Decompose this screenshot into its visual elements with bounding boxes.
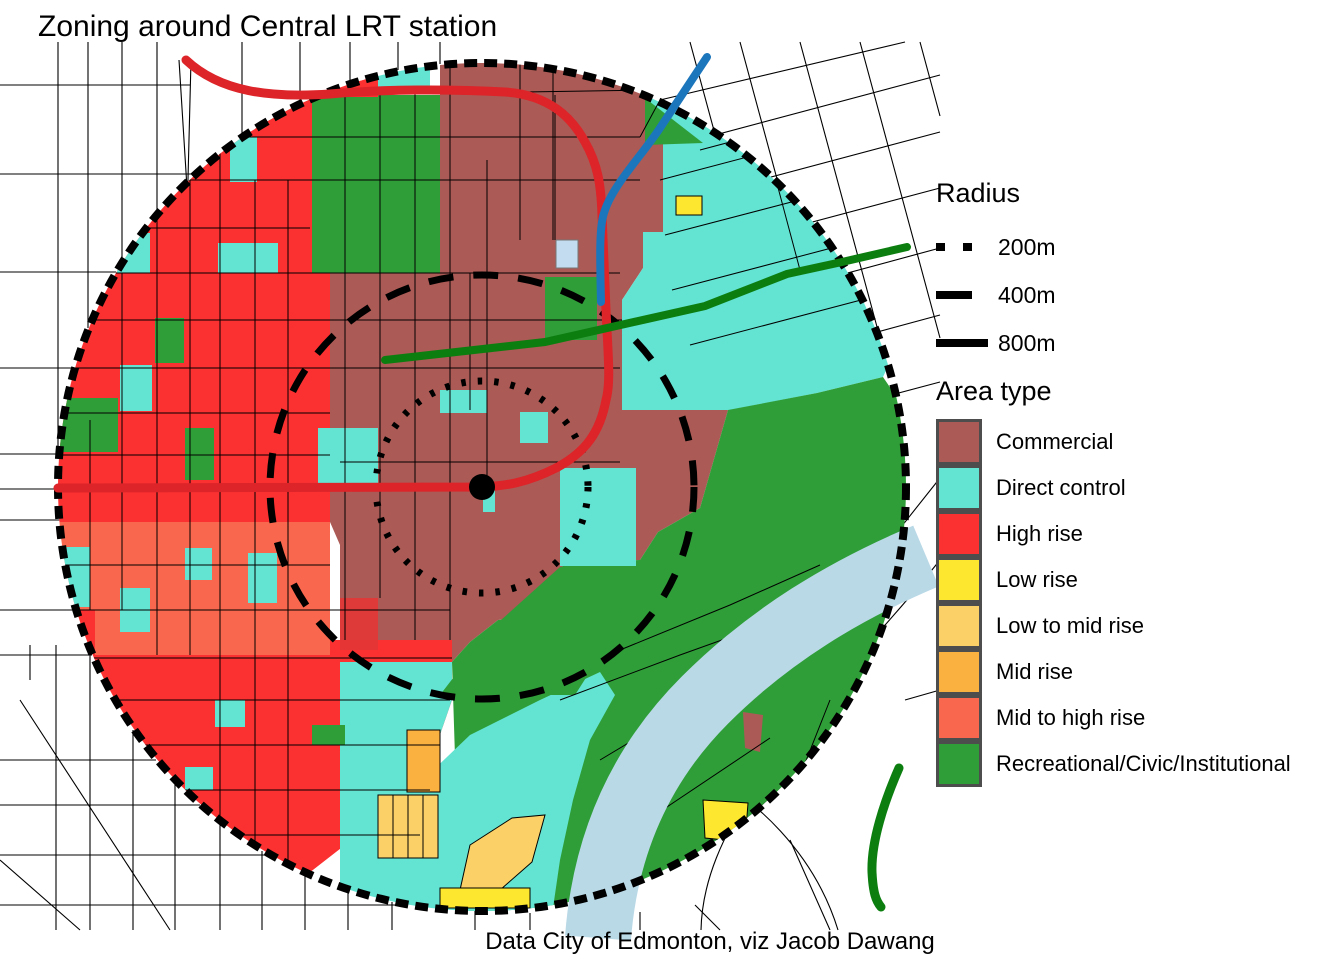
lrt-line-blue — [596, 53, 711, 306]
dashed-line-icon — [936, 291, 994, 299]
direct-control-swatch — [936, 465, 982, 511]
legend-item-mid-to-high-rise: Mid to high rise — [936, 695, 1291, 741]
river — [565, 525, 939, 941]
legend-item-mid-rise: Mid rise — [936, 649, 1291, 695]
legend-area-type: Area type Commercial Direct control High… — [936, 376, 1291, 787]
legend-item-low-to-mid-rise: Low to mid rise — [936, 603, 1291, 649]
data-credit-caption: Data City of Edmonton, viz Jacob Dawang — [485, 928, 935, 955]
recreational-swatch — [936, 741, 982, 787]
legend-radius-item-400m: 400m — [936, 271, 1056, 319]
station-marker — [469, 474, 495, 500]
lrt-line-red — [53, 55, 614, 493]
legend-radius-heading: Radius — [936, 178, 1021, 208]
high-rise-swatch — [936, 511, 982, 557]
mid-to-high-rise-swatch — [936, 695, 982, 741]
ring-400m — [266, 271, 698, 703]
legend-area-heading: Area type — [936, 376, 1052, 406]
mid-rise-swatch — [936, 649, 982, 695]
lrt-line-green-south — [867, 763, 904, 912]
outer-road-network — [0, 41, 941, 931]
legend-item-commercial: Commercial — [936, 419, 1291, 465]
low-to-mid-rise-swatch — [936, 603, 982, 649]
legend-item-low-rise: Low rise — [936, 557, 1291, 603]
solid-line-icon — [936, 339, 994, 347]
legend-radius: Radius 200m 400m 800m — [936, 178, 1056, 367]
legend-item-recreational: Recreational/Civic/Institutional — [936, 741, 1291, 787]
legend-item-high-rise: High rise — [936, 511, 1291, 557]
low-rise-swatch — [936, 557, 982, 603]
lrt-line-green — [381, 243, 911, 364]
legend-radius-item-200m: 200m — [936, 223, 1056, 271]
commercial-swatch — [936, 419, 982, 465]
page-title: Zoning around Central LRT station — [38, 10, 498, 43]
legend-radius-item-800m: 800m — [936, 319, 1056, 367]
legend-item-direct-control: Direct control — [936, 465, 1291, 511]
dotted-line-icon — [936, 243, 994, 251]
